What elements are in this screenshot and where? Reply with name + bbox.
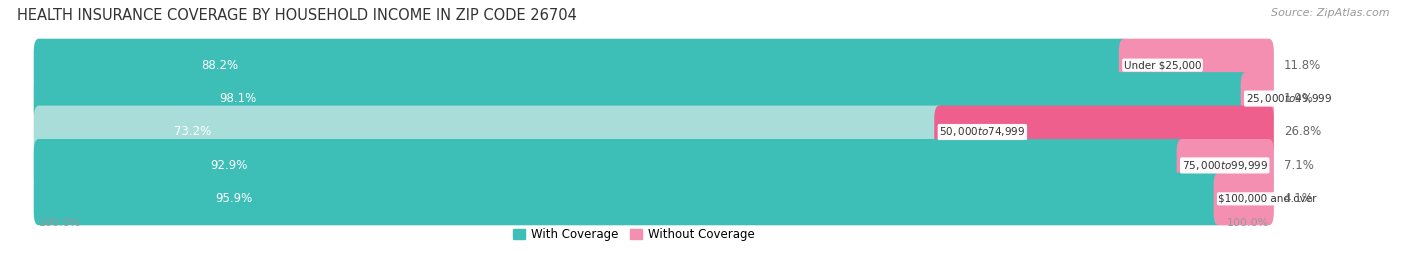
FancyBboxPatch shape	[1240, 72, 1274, 125]
Text: $25,000 to $49,999: $25,000 to $49,999	[1246, 92, 1331, 105]
Text: Under $25,000: Under $25,000	[1123, 60, 1201, 70]
FancyBboxPatch shape	[34, 172, 1223, 225]
Text: 100.0%: 100.0%	[1226, 218, 1268, 228]
FancyBboxPatch shape	[1119, 39, 1274, 91]
Text: 4.1%: 4.1%	[1284, 192, 1313, 205]
FancyBboxPatch shape	[1213, 172, 1274, 225]
Text: 1.9%: 1.9%	[1284, 92, 1313, 105]
FancyBboxPatch shape	[934, 106, 1274, 158]
Text: 26.8%: 26.8%	[1284, 126, 1320, 139]
FancyBboxPatch shape	[34, 106, 945, 158]
FancyBboxPatch shape	[34, 39, 1274, 91]
Text: 95.9%: 95.9%	[215, 192, 253, 205]
Text: 98.1%: 98.1%	[219, 92, 257, 105]
Text: $100,000 and over: $100,000 and over	[1219, 194, 1317, 204]
Text: 88.2%: 88.2%	[201, 59, 239, 72]
Text: $50,000 to $74,999: $50,000 to $74,999	[939, 126, 1025, 139]
Legend: With Coverage, Without Coverage: With Coverage, Without Coverage	[509, 223, 759, 246]
FancyBboxPatch shape	[34, 172, 1274, 225]
Text: 11.8%: 11.8%	[1284, 59, 1320, 72]
Text: 92.9%: 92.9%	[209, 159, 247, 172]
Text: 73.2%: 73.2%	[174, 126, 211, 139]
Text: Source: ZipAtlas.com: Source: ZipAtlas.com	[1271, 8, 1389, 18]
Text: $75,000 to $99,999: $75,000 to $99,999	[1181, 159, 1268, 172]
FancyBboxPatch shape	[34, 72, 1274, 125]
FancyBboxPatch shape	[34, 139, 1187, 192]
Text: HEALTH INSURANCE COVERAGE BY HOUSEHOLD INCOME IN ZIP CODE 26704: HEALTH INSURANCE COVERAGE BY HOUSEHOLD I…	[17, 8, 576, 23]
FancyBboxPatch shape	[34, 139, 1274, 192]
Text: 100.0%: 100.0%	[39, 218, 82, 228]
FancyBboxPatch shape	[34, 106, 1274, 158]
FancyBboxPatch shape	[34, 72, 1250, 125]
FancyBboxPatch shape	[34, 39, 1129, 91]
FancyBboxPatch shape	[1177, 139, 1274, 192]
Text: 7.1%: 7.1%	[1284, 159, 1313, 172]
